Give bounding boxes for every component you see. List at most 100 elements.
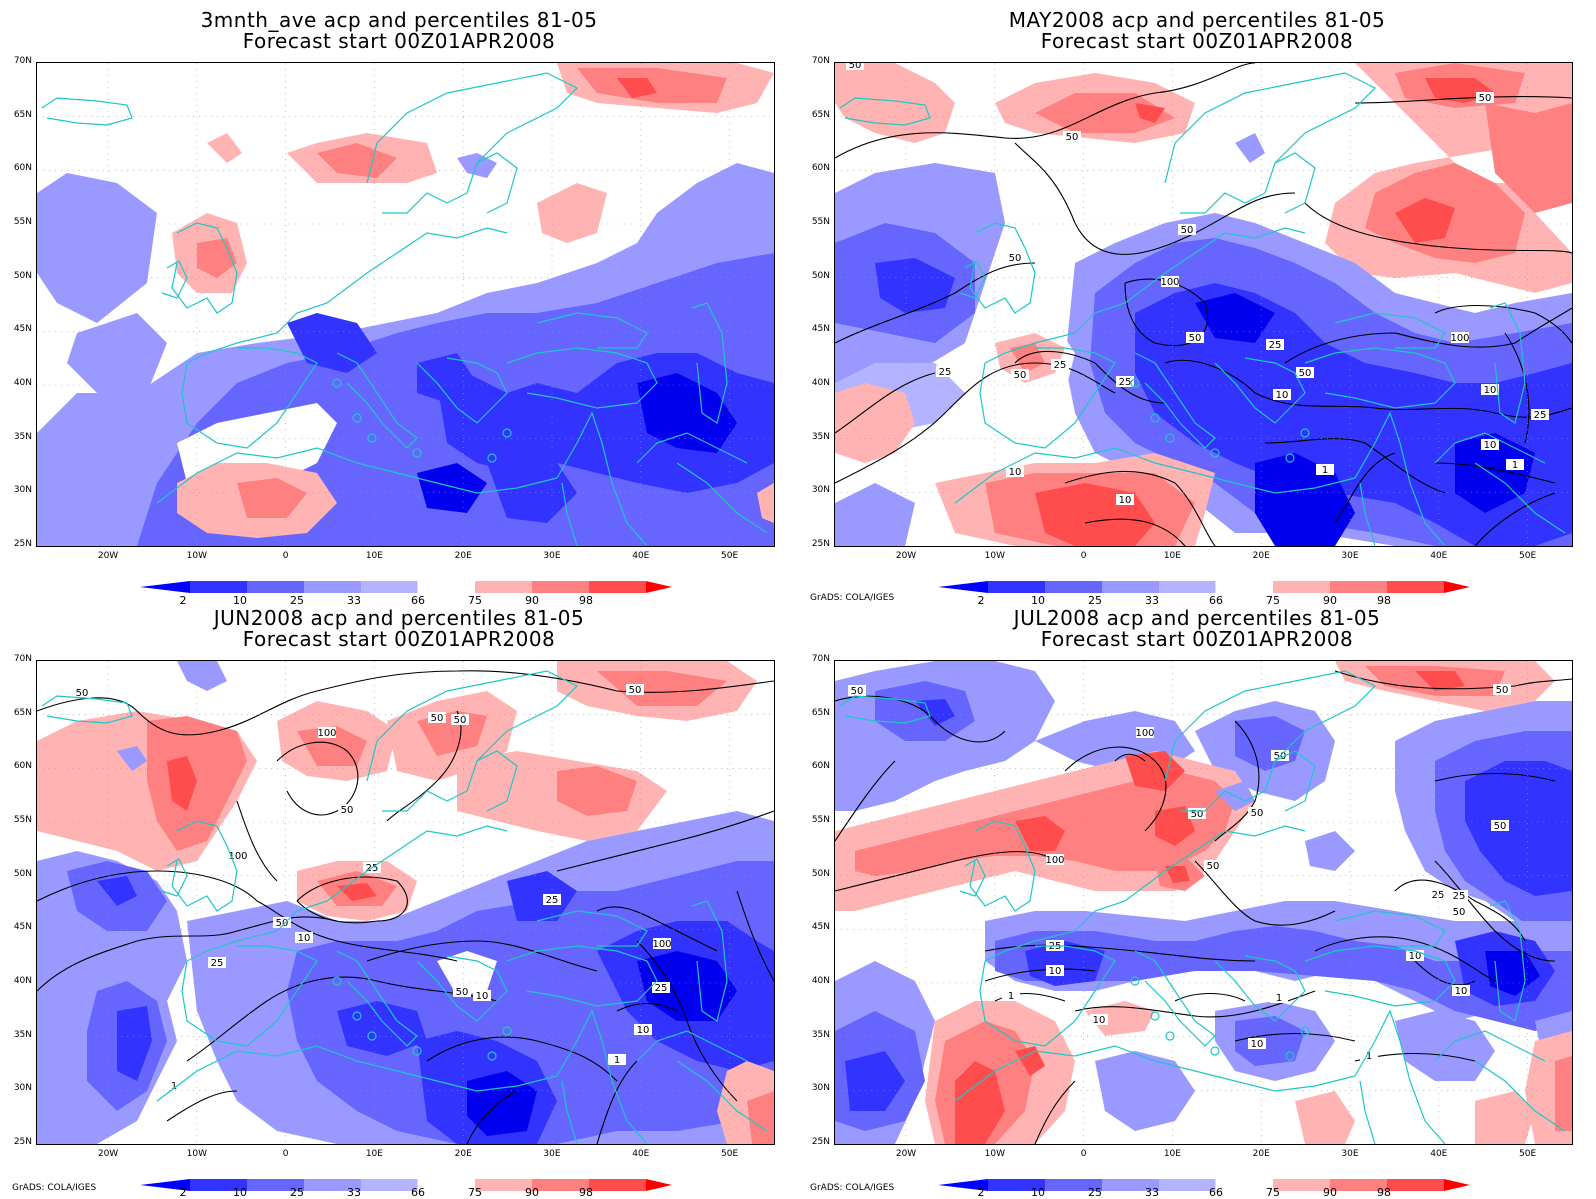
contour-label: 100 [1045,855,1064,866]
lon-label: 20W [895,551,917,561]
anomaly-region [337,883,377,901]
lon-label: 10W [186,1149,207,1159]
lat-label: 60N [13,163,32,174]
anomaly-region [845,1051,905,1111]
lon-label: 10W [186,551,207,561]
lat-label: 65N [13,109,32,120]
colorbar-segment [1045,1179,1102,1191]
anomaly-region [37,173,157,323]
map-svg: 5050100505050100255010251025501002510111… [37,661,774,1144]
anomaly-region [1135,103,1165,123]
lat-label: 35N [811,1029,830,1040]
colorbar-svg [938,1178,1470,1192]
contour-label: 50 [456,987,469,998]
contour-label-bg [1248,807,1266,818]
colorbar-label: 25 [290,594,304,607]
lat-label: 40N [13,976,32,986]
lon-label: 40E [632,551,650,561]
lon-label: 20E [1252,551,1270,561]
contour-label-bg [653,938,671,949]
lat-label: 35N [13,431,32,442]
anomaly-region [875,258,955,313]
contour-label-bg [846,63,864,70]
colorbar-arrow-low [938,581,988,593]
contour-label-bg [1051,359,1069,370]
contour-label-bg [652,982,670,993]
lon-label: 20E [454,1149,472,1159]
anomaly-region [1465,761,1572,896]
anomaly-region [1555,1056,1572,1131]
contour-label: 50 [1453,907,1466,918]
anomaly-region [167,756,197,811]
contour-label: 1 [1512,460,1518,471]
anomaly-region [1235,133,1265,163]
lat-label: 45N [811,324,830,335]
contour-label-bg [273,917,291,928]
anomaly-region [757,483,774,523]
lon-label: 10W [984,1149,1005,1159]
lon-label: 30E [543,551,561,561]
contour-label: 50 [1299,368,1312,379]
map-svg: 50 50 50 50 50 100 50 25 25 25 50 10 100 50 25 25 10 10 1 1… [835,63,1572,546]
contour-label: 25 [1119,377,1132,388]
contour-label-bg [1481,384,1499,395]
colorbar-label: 75 [468,594,482,607]
colorbar-label: 66 [1209,1186,1223,1199]
contour-label: 1 [171,1081,177,1092]
lat-label: 40N [811,976,830,986]
colorbar-label: 90 [1323,594,1337,607]
contour-label-bg [1491,820,1509,831]
contour-label-bg [1161,276,1179,287]
map-area: 5050100505050100255010251025501002510111… [36,660,775,1145]
contour-label: 10 [1049,966,1062,977]
colorbar-segment [247,1179,304,1191]
contour-label-bg [1266,339,1284,350]
contour-label-bg [1046,965,1064,976]
contour-label-bg [1481,439,1499,450]
lat-label: 70N [811,56,830,66]
graticule [37,661,774,1144]
contour-label: 50 [629,685,642,696]
contour-label-bg [1273,389,1291,400]
anomaly-region [147,716,247,851]
contour-label-bg [1316,464,1334,475]
contour-label-bg [1451,332,1469,343]
colorbar-segment [361,1179,418,1191]
contour-label-bg [848,685,866,696]
colorbar-segment [1273,1179,1330,1191]
contour-label-bg [1006,252,1024,263]
colorbar-label: 25 [1088,594,1102,607]
anomaly-region [487,453,577,523]
lon-label: 10W [984,551,1005,561]
anomaly-region [177,661,227,691]
colorbar-segment [1330,1179,1387,1191]
contour-label: 50 [341,805,354,816]
contour-label-bg [1248,1038,1266,1049]
lat-label: 55N [13,815,32,825]
contour-label: 50 [1251,808,1264,819]
anomaly-region [1015,1046,1045,1076]
anomaly-region [557,766,637,816]
anomaly-region [97,876,137,906]
anomaly-region [67,313,167,393]
contour-label: 10 [1251,1039,1264,1050]
contour-label-bg [1450,906,1468,917]
coastlines [41,670,768,1144]
colorbar [140,578,672,594]
anomaly-region [437,951,497,996]
contour-label: 50 [1479,93,1492,104]
contour-label: 50 [849,63,862,71]
lon-label: 50E [1519,1149,1537,1159]
lat-label: 70N [811,654,830,664]
lat-label: 65N [811,707,830,718]
contour-label-bg [1450,890,1468,901]
colorbar-arrow-high [646,581,672,593]
lon-label: 40E [632,1149,650,1159]
lon-label: 50E [721,551,739,561]
graticule [835,661,1572,1144]
contour-label: 100 [1135,728,1154,739]
anomaly-region [617,78,657,98]
colorbar-label: 2 [977,594,985,607]
lon-label: 0 [1080,551,1087,561]
